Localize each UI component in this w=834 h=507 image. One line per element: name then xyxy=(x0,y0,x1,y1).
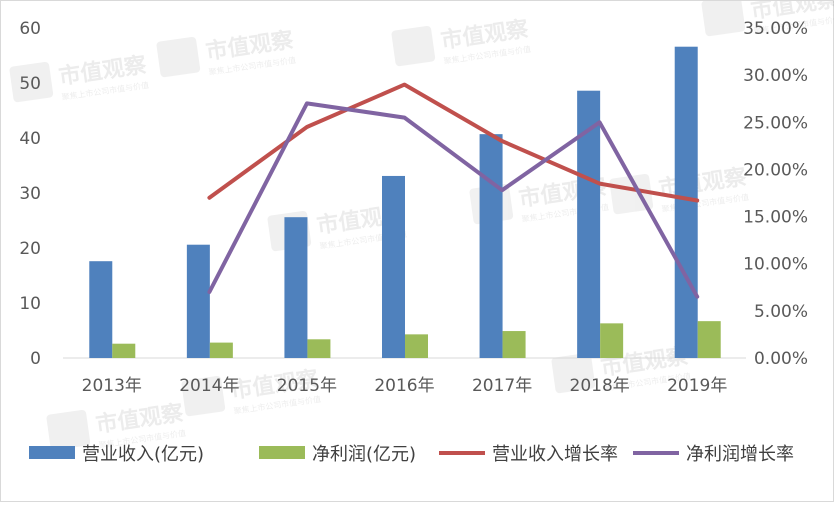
watermark-logo-icon xyxy=(9,61,54,103)
right-axis-tick-label: 20.00% xyxy=(743,160,808,180)
legend-swatch xyxy=(259,446,305,459)
bar-revenue xyxy=(284,217,308,358)
bar-revenue xyxy=(479,134,503,358)
watermark-logo-icon xyxy=(609,173,654,215)
bar-revenue xyxy=(382,175,405,358)
right-axis-tick-label: 10.00% xyxy=(743,255,808,275)
bar-net-profit xyxy=(112,343,136,358)
legend-label: 净利润增长率 xyxy=(686,444,794,465)
left-axis-tick-label: 0 xyxy=(30,349,41,369)
line-net-profit-growth xyxy=(207,101,700,299)
right-axis-tick-label: 35.00% xyxy=(743,19,808,39)
left-axis-tick-label: 30 xyxy=(19,184,41,204)
x-axis-tick-label: 2018年 xyxy=(570,376,630,396)
watermark-logo-icon xyxy=(391,25,436,67)
category-labels: 2013年 2014年 2015年 2016年 2017年 2018年 2019年 xyxy=(82,376,728,396)
bar-revenue xyxy=(577,90,601,358)
left-axis-ticks: 0 10 20 30 40 50 60 xyxy=(19,19,41,369)
legend-label: 净利润(亿元) xyxy=(312,444,416,465)
legend-item: 营业收入(亿元) xyxy=(29,444,204,465)
x-axis-tick-label: 2016年 xyxy=(374,376,434,396)
left-axis-tick-label: 60 xyxy=(19,19,41,39)
x-axis-tick-label: 2017年 xyxy=(472,376,532,396)
right-axis-ticks: 0.00% 5.00% 10.00% 15.00% 20.00% 25.00% 30.00%… xyxy=(743,19,808,369)
left-axis-tick-label: 50 xyxy=(19,74,41,94)
x-axis-tick-label: 2014年 xyxy=(179,376,239,396)
x-axis-tick-label: 2015年 xyxy=(277,376,337,396)
bar-net-profit xyxy=(502,331,526,358)
x-axis-tick-label: 2013年 xyxy=(82,376,142,396)
bar-revenue xyxy=(186,244,210,358)
legend-swatch xyxy=(29,446,75,459)
bar-net-profit xyxy=(307,339,331,358)
legend-item: 营业收入增长率 xyxy=(439,444,618,465)
bar-net-profit xyxy=(209,342,233,358)
bar-net-profit xyxy=(600,323,624,358)
lines xyxy=(207,82,700,299)
left-axis-tick-label: 10 xyxy=(19,294,41,314)
bar-revenue xyxy=(674,46,698,358)
right-axis-tick-label: 15.00% xyxy=(743,208,808,228)
left-axis-tick-label: 40 xyxy=(19,129,41,149)
right-axis-tick-label: 5.00% xyxy=(754,302,808,322)
legend-label: 营业收入(亿元) xyxy=(82,444,204,465)
right-axis-tick-label: 30.00% xyxy=(743,66,808,86)
watermark-logo-icon xyxy=(181,375,226,417)
legend: 营业收入(亿元) 净利润(亿元) 营业收入增长率 净利润增长率 xyxy=(29,444,794,465)
watermark-logo-icon xyxy=(46,409,91,451)
bar-net-profit xyxy=(405,334,428,358)
right-axis-tick-label: 0.00% xyxy=(754,349,808,369)
bars xyxy=(89,46,721,358)
watermark-logo-icon xyxy=(701,0,746,37)
legend-item: 净利润增长率 xyxy=(633,444,794,465)
watermark-logo-icon xyxy=(551,352,596,394)
bar-revenue xyxy=(89,261,113,358)
left-axis-tick-label: 20 xyxy=(19,239,41,259)
bar-net-profit xyxy=(697,321,721,358)
right-axis-tick-label: 25.00% xyxy=(743,113,808,133)
x-axis-tick-label: 2019年 xyxy=(667,376,727,396)
legend-label: 营业收入增长率 xyxy=(492,444,618,465)
watermark-logo-icon xyxy=(156,36,201,78)
legend-item: 净利润(亿元) xyxy=(259,444,416,465)
